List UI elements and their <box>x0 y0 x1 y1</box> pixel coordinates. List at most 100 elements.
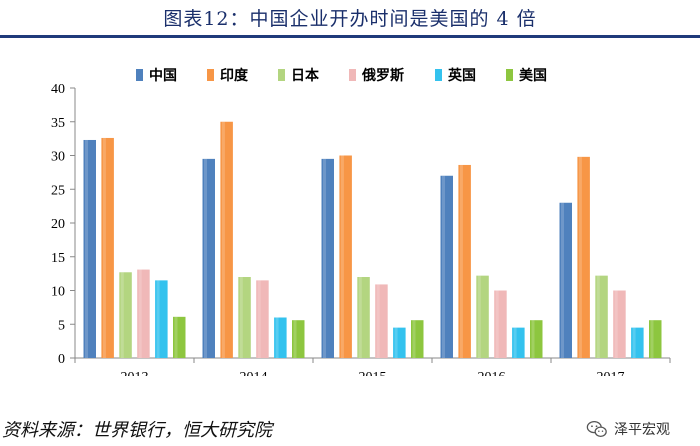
bar-2013-3 <box>137 269 150 358</box>
bar <box>274 317 287 358</box>
bar-2017-0 <box>559 202 572 358</box>
bar-highlight <box>102 137 106 358</box>
bar-highlight <box>156 280 160 358</box>
x-tick-label: 2013 <box>121 370 149 376</box>
x-tick-label: 2017 <box>597 370 625 376</box>
bar <box>339 155 352 358</box>
bar-highlight <box>531 320 535 358</box>
legend: 中国 印度 日本 俄罗斯 英国 美国 <box>136 67 547 84</box>
bar-2017-1 <box>577 156 590 358</box>
bar-highlight <box>293 320 297 358</box>
bar-2014-1 <box>220 121 233 358</box>
x-tick-label: 2014 <box>240 370 268 376</box>
legend-swatch <box>207 69 214 81</box>
bar <box>137 269 150 358</box>
bar-2017-5 <box>649 320 662 358</box>
bar-2013-4 <box>155 280 168 358</box>
bar <box>440 175 453 358</box>
bar <box>256 280 269 358</box>
bar-2014-0 <box>202 158 215 358</box>
bar-2015-1 <box>339 155 352 358</box>
bar-highlight <box>477 275 481 358</box>
bar <box>155 280 168 358</box>
bar-2016-1 <box>458 164 471 358</box>
bar-highlight <box>138 269 142 358</box>
bar-2016-2 <box>476 275 489 358</box>
bar-highlight <box>513 327 517 358</box>
bars <box>83 121 662 358</box>
bar <box>613 290 626 358</box>
bar-highlight <box>221 121 225 358</box>
legend-swatch <box>278 69 285 81</box>
legend-label: 中国 <box>149 67 177 84</box>
bar-2013-2 <box>119 272 132 358</box>
bar <box>357 277 370 358</box>
bar-highlight <box>561 202 564 358</box>
legend-item: 中国 <box>136 67 177 84</box>
legend-label: 美国 <box>519 67 547 84</box>
bar-highlight <box>495 290 499 358</box>
legend-item: 英国 <box>435 67 476 84</box>
bar <box>238 277 251 358</box>
bar-2016-0 <box>440 175 453 358</box>
bar <box>411 320 424 358</box>
bar-highlight <box>323 158 326 358</box>
bar <box>393 327 406 358</box>
bar-2017-3 <box>613 290 626 358</box>
bar-highlight <box>340 155 344 358</box>
bar <box>595 275 608 358</box>
source-note: 资料来源：世界银行，恒大研究院 <box>2 420 272 441</box>
bar-highlight <box>85 139 88 358</box>
bar-2014-3 <box>256 280 269 358</box>
bar-highlight <box>442 175 445 358</box>
bar-2016-4 <box>512 327 525 358</box>
bar <box>321 158 334 358</box>
bar-highlight <box>120 272 124 358</box>
chart-title: 图表12：中国企业开办时间是美国的 4 倍 <box>163 8 537 30</box>
legend-label: 印度 <box>220 67 249 84</box>
bar-highlight <box>632 327 636 358</box>
bar-2015-0 <box>321 158 334 358</box>
bar <box>631 327 644 358</box>
y-tick-label: 30 <box>51 150 65 165</box>
bar <box>292 320 305 358</box>
bar-highlight <box>204 158 207 358</box>
legend-item: 印度 <box>207 67 249 84</box>
bar-2015-4 <box>393 327 406 358</box>
x-tick-label: 2016 <box>478 370 506 376</box>
y-tick-label: 0 <box>58 352 65 367</box>
bar-highlight <box>394 327 398 358</box>
legend-label: 俄罗斯 <box>361 67 404 84</box>
bar-highlight <box>275 317 279 358</box>
bar-highlight <box>174 316 178 358</box>
legend-label: 英国 <box>447 67 476 84</box>
wechat-icon <box>586 421 607 437</box>
y-tick-label: 5 <box>58 318 65 333</box>
bar <box>119 272 132 358</box>
legend-label: 日本 <box>291 67 320 84</box>
bar-2013-0 <box>83 139 96 358</box>
bar <box>512 327 525 358</box>
bar-highlight <box>257 280 261 358</box>
bar-highlight <box>459 164 463 358</box>
y-tick-label: 10 <box>51 285 65 300</box>
bar-2016-3 <box>494 290 507 358</box>
bar <box>458 164 471 358</box>
bar-highlight <box>650 320 654 358</box>
bar-2016-5 <box>530 320 543 358</box>
bar <box>101 137 114 358</box>
bar-highlight <box>412 320 416 358</box>
bar <box>83 139 96 358</box>
y-tick-label: 20 <box>51 217 65 232</box>
bar-2013-1 <box>101 137 114 358</box>
bar <box>530 320 543 358</box>
y-axis: 0 5 10 15 20 25 30 35 40 <box>51 82 76 367</box>
watermark-text: 泽平宏观 <box>614 422 670 438</box>
watermark: 泽平宏观 <box>586 418 670 440</box>
bar-highlight <box>358 277 362 358</box>
legend-item: 日本 <box>278 67 320 84</box>
bar <box>494 290 507 358</box>
bar <box>173 316 186 358</box>
legend-swatch <box>349 69 356 81</box>
